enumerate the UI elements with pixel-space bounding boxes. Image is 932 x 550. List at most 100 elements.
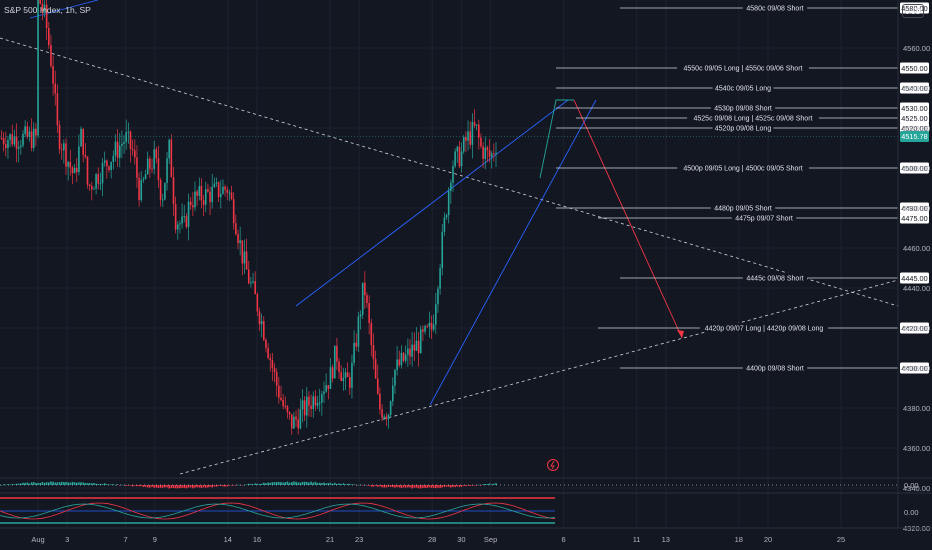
histogram-bar: [127, 485, 130, 486]
candle-body: [490, 153, 493, 157]
histogram-bar: [493, 483, 495, 485]
histogram-bar: [263, 482, 265, 485]
candle-body: [254, 281, 256, 295]
candle-body: [63, 143, 65, 151]
histogram-bar: [364, 484, 366, 486]
histogram-bar: [473, 485, 476, 486]
currency-button[interactable]: USD: [902, 4, 924, 18]
candle-body: [256, 294, 259, 312]
histogram-bar: [458, 485, 461, 487]
histogram-bar: [95, 483, 97, 485]
histogram-bar: [327, 483, 330, 485]
price-tag: [900, 202, 929, 214]
x-tick-label: 18: [735, 535, 743, 544]
candle-body: [245, 251, 248, 270]
price-tag-label: 4480.00: [901, 204, 927, 213]
candle-body: [24, 126, 26, 134]
histogram-bar: [333, 482, 336, 485]
candle-body: [299, 409, 302, 429]
candle-body: [37, 0, 39, 136]
price-tag: [900, 102, 929, 114]
candle-body: [65, 143, 67, 167]
histogram-bar: [346, 483, 349, 485]
candle-body: [32, 128, 35, 149]
falling-trendline: [0, 37, 899, 307]
histogram-bar: [209, 485, 211, 487]
histogram-bar: [131, 485, 134, 487]
candlestick-series: [0, 0, 497, 435]
candle-body: [368, 303, 370, 323]
histogram-bar: [200, 485, 203, 489]
histogram-bar: [331, 483, 334, 485]
histogram-bar: [125, 485, 127, 486]
histogram-bar: [86, 483, 89, 485]
histogram-bar: [166, 485, 168, 488]
candle-body: [22, 133, 24, 146]
event-icon[interactable]: [547, 459, 559, 471]
x-tick-label: 7: [124, 535, 128, 544]
candle-body: [353, 342, 355, 363]
candle-body: [157, 158, 160, 180]
histogram-bar: [9, 484, 11, 486]
price-tag: [900, 272, 929, 284]
candle-body: [430, 322, 433, 330]
candle-body: [161, 199, 164, 201]
histogram-bar: [157, 485, 160, 488]
candle-body: [50, 45, 52, 67]
candle-body: [398, 359, 401, 366]
candle-body: [428, 322, 431, 327]
level-label-bg: [699, 323, 829, 332]
candle-body: [52, 66, 54, 84]
histogram-bar: [402, 485, 405, 488]
candle-body: [71, 167, 74, 174]
price-tag: [900, 162, 929, 174]
histogram-bar: [396, 485, 398, 488]
histogram-bar: [73, 482, 76, 485]
candle-body: [342, 377, 345, 382]
x-tick-label: Sep: [484, 535, 497, 544]
candle-body: [351, 362, 353, 388]
x-tick-label: 11: [633, 535, 641, 544]
x-tick-label: 6: [562, 535, 566, 544]
symbol-title[interactable]: S&P 500 Index, 1h, SP: [4, 5, 91, 15]
candle-body: [432, 324, 435, 330]
candle-body: [144, 174, 147, 180]
candle-body: [95, 174, 97, 189]
histogram-bar: [411, 485, 413, 489]
candle-body: [417, 340, 420, 354]
histogram-bar: [88, 483, 91, 485]
candle-body: [374, 358, 377, 379]
histogram-bar: [301, 481, 304, 485]
histogram-bar: [185, 485, 188, 489]
histogram-bar: [288, 482, 291, 485]
candle-body: [396, 359, 398, 370]
price-tag-label: 4500.00: [901, 164, 927, 173]
histogram-bar: [450, 485, 452, 488]
candle-body: [265, 339, 267, 348]
histogram-bar: [101, 483, 104, 485]
histogram-bar: [419, 485, 422, 489]
histogram-bar: [112, 484, 115, 485]
histogram-bar: [404, 485, 407, 488]
candle-body: [422, 329, 424, 332]
histogram-bar: [329, 482, 332, 485]
histogram-bar: [439, 485, 441, 489]
histogram-bar: [467, 485, 469, 486]
histogram-bar: [353, 484, 355, 485]
histogram-bar: [151, 485, 153, 487]
candle-body: [86, 156, 89, 185]
histogram-bar: [189, 485, 192, 488]
candle-body: [288, 412, 291, 415]
current-price-tag: [900, 130, 929, 142]
histogram-bar: [482, 484, 484, 485]
candle-body: [469, 131, 471, 145]
level-label-bg: [677, 63, 809, 72]
candle-body: [387, 415, 390, 420]
candle-body: [142, 179, 145, 181]
candle-body: [80, 128, 82, 147]
candle-body: [103, 160, 106, 163]
histogram-bar: [392, 485, 394, 488]
candle-body: [441, 231, 444, 269]
histogram-bar: [407, 485, 409, 488]
